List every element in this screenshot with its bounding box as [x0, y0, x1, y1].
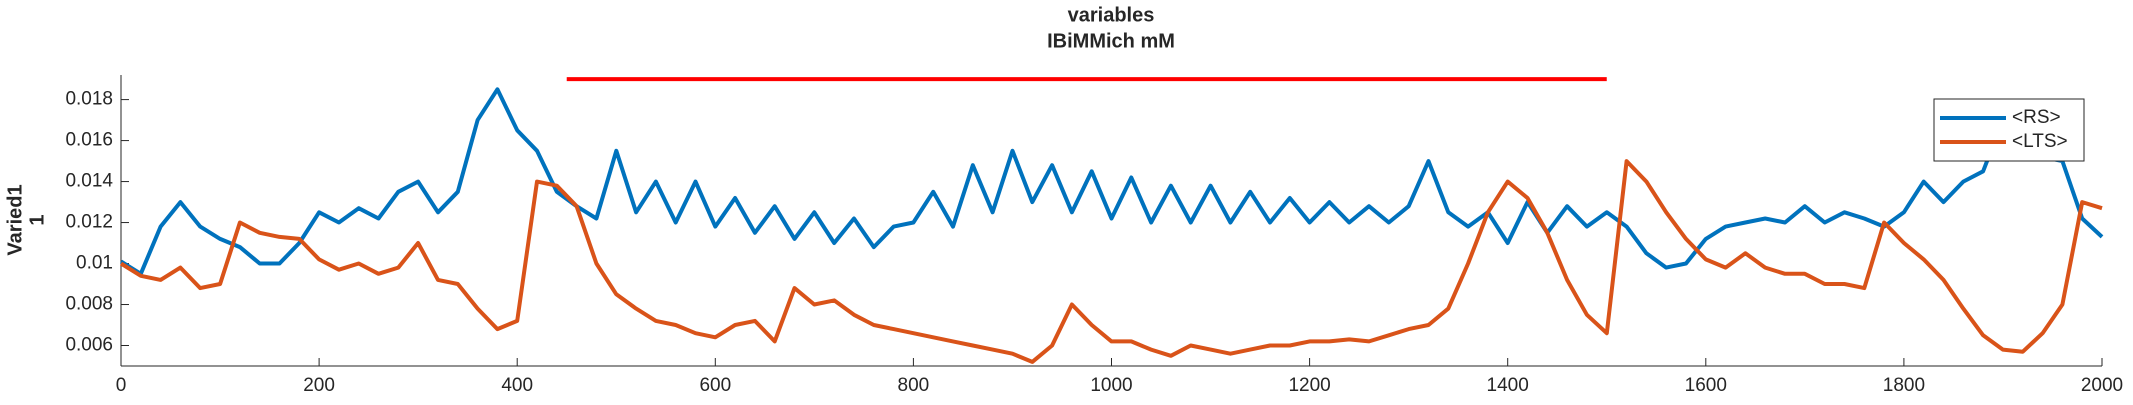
- x-tick-label: 600: [699, 375, 731, 396]
- y-axis-label: Varied1: [4, 184, 26, 255]
- y-tick-label: 0.012: [65, 212, 113, 233]
- y-tick-label: 0.016: [65, 130, 113, 151]
- x-tick-label: 1000: [1090, 375, 1132, 396]
- x-tick-label: 1200: [1288, 375, 1330, 396]
- x-tick-label: 800: [898, 375, 930, 396]
- legend-box: [1933, 98, 2085, 162]
- series-line: [119, 87, 2104, 276]
- y-tick-label: 0.006: [65, 335, 113, 356]
- x-tick-label: 0: [116, 375, 127, 396]
- series-line: [119, 159, 2103, 364]
- x-tick-label: 400: [501, 375, 533, 396]
- legend-label: <LTS>: [2012, 131, 2068, 152]
- chart-subtitle: IBiMMich mM: [1047, 30, 1175, 52]
- x-tick-label: 1600: [1685, 375, 1727, 396]
- y-tick-label: 0.014: [65, 171, 113, 192]
- x-tick-label: 1400: [1487, 375, 1529, 396]
- y-tick-label: 0.008: [65, 294, 113, 315]
- chart-title: variables: [1068, 4, 1155, 26]
- x-tick-label: 200: [303, 375, 335, 396]
- legend-label: <RS>: [2012, 107, 2061, 128]
- x-tick-label: 2000: [2081, 375, 2123, 396]
- y-tick-label: 0.01: [76, 253, 113, 274]
- y-tick-label: 0.018: [65, 89, 113, 110]
- y-axis-label: 1: [26, 214, 48, 225]
- x-tick-label: 1800: [1883, 375, 1925, 396]
